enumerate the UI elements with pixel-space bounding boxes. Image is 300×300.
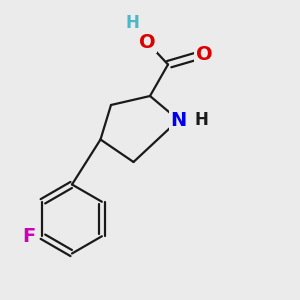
Text: H: H	[194, 111, 208, 129]
Text: N: N	[170, 110, 187, 130]
Text: F: F	[22, 227, 35, 246]
Text: H: H	[125, 14, 139, 32]
Text: O: O	[139, 32, 155, 52]
Text: O: O	[196, 44, 212, 64]
